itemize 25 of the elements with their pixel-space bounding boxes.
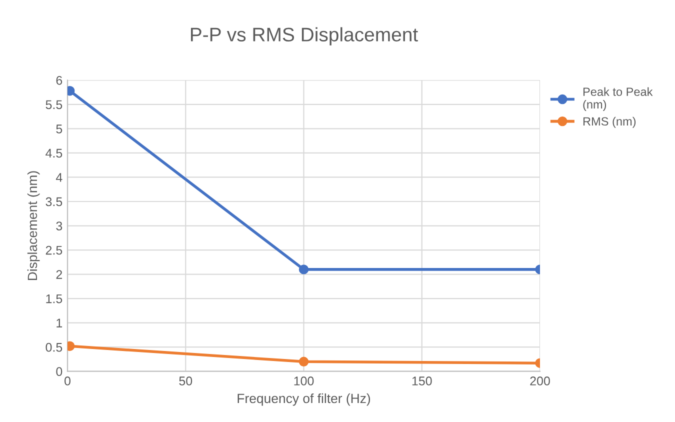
- x-axis-title: Frequency of filter (Hz): [238, 393, 370, 406]
- y-tick-label: 0: [56, 367, 62, 376]
- x-tick-label: 200: [530, 376, 550, 386]
- legend-label: Peak to Peak (nm): [583, 87, 653, 111]
- y-tick-label: 0.5: [46, 342, 62, 352]
- y-tick-label: 6: [56, 76, 62, 85]
- x-tick-label: 0: [64, 376, 70, 386]
- y-tick-label: 3: [56, 222, 62, 230]
- y-tick-label: 5.5: [46, 100, 62, 110]
- x-tick-label: 50: [179, 376, 192, 386]
- y-tick-label: 2: [56, 270, 62, 279]
- y-tick-label: 4.5: [46, 148, 62, 158]
- y-tick-label: 5: [56, 124, 62, 134]
- legend-label: RMS (nm): [583, 116, 636, 128]
- y-tick-label: 4: [56, 173, 62, 182]
- y-tick-label: 3.5: [46, 197, 62, 206]
- y-tick-label: 1.5: [46, 294, 62, 304]
- y-axis-title: Displacement (nm): [27, 171, 40, 280]
- point: [68, 86, 75, 96]
- x-tick-label: 150: [412, 376, 432, 386]
- chart-title: P-P vs RMS Displacement: [190, 27, 418, 46]
- point: [68, 341, 75, 351]
- x-tick-label: 100: [294, 376, 314, 386]
- y-tick-label: 2.5: [46, 246, 62, 255]
- y-tick-label: 1: [56, 318, 62, 328]
